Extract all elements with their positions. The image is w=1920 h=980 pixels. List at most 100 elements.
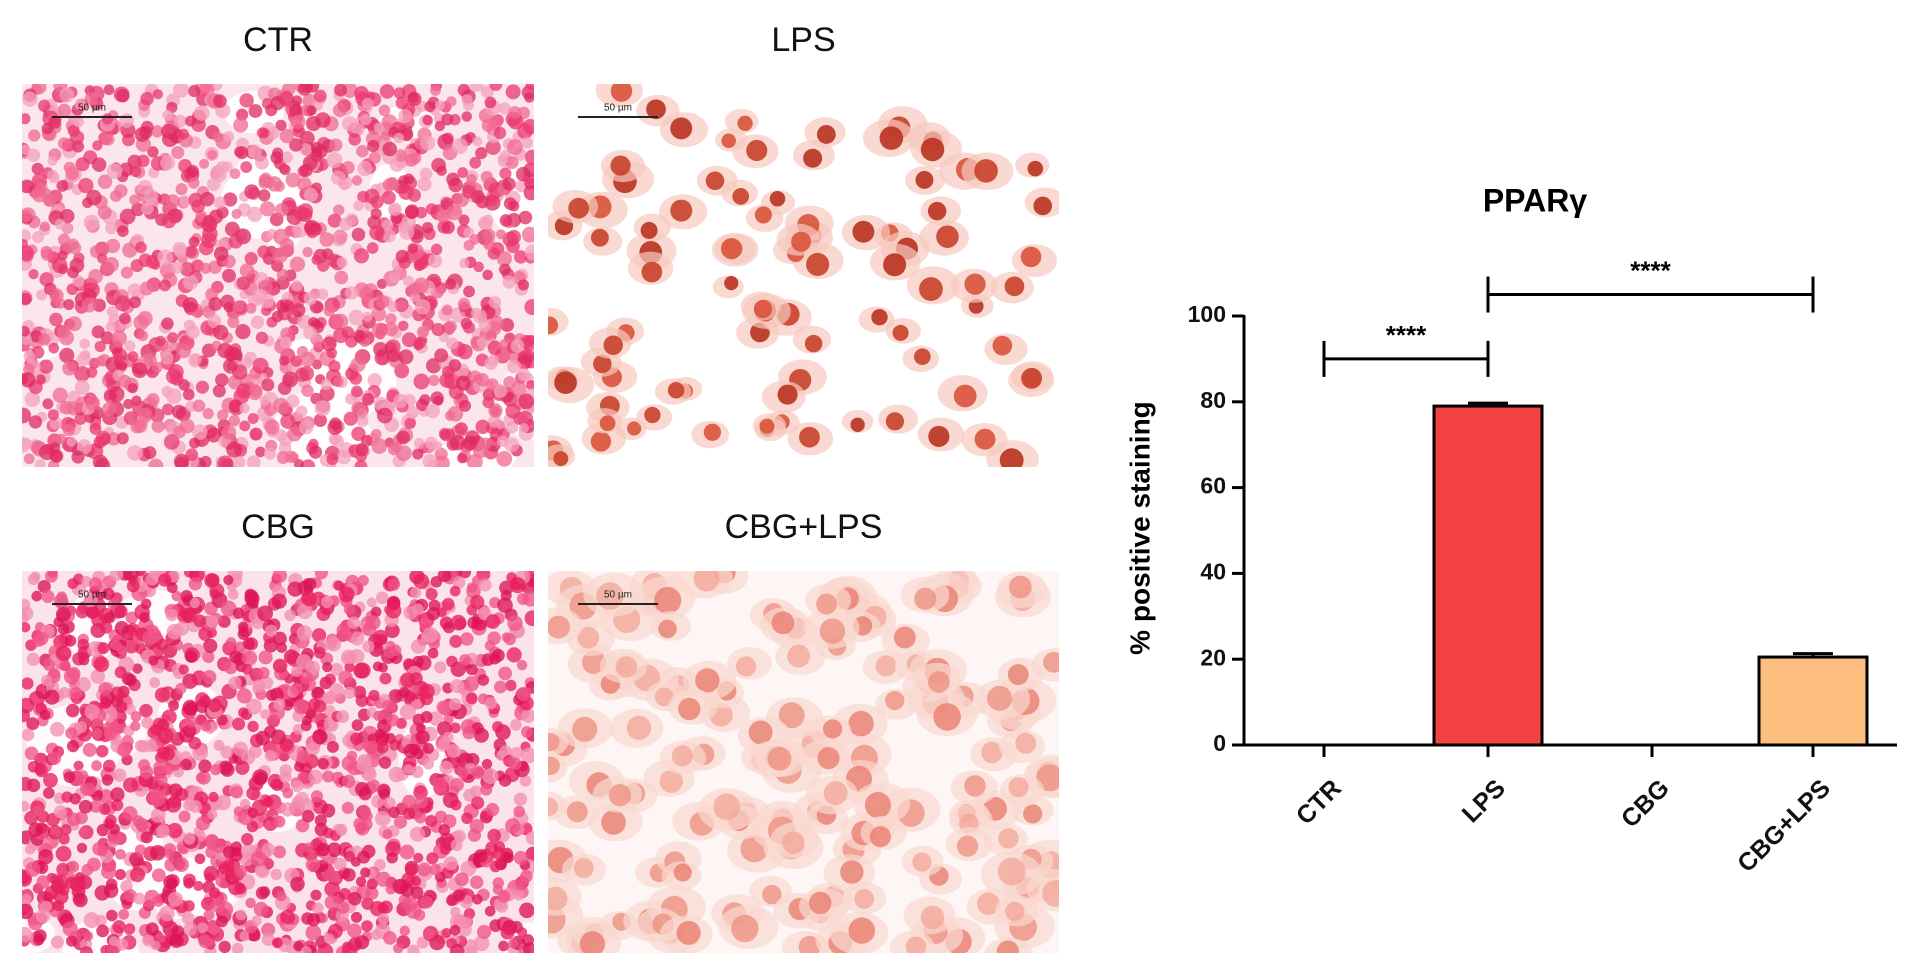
cell <box>1021 367 1043 389</box>
cell <box>871 309 888 326</box>
cell <box>48 825 63 840</box>
cell <box>389 644 402 657</box>
cell <box>292 221 308 238</box>
cell <box>864 792 892 819</box>
cell <box>141 716 154 729</box>
cell <box>502 177 516 191</box>
cell <box>116 225 129 237</box>
cell <box>265 624 278 637</box>
cell <box>129 194 141 206</box>
cell <box>333 204 345 216</box>
cell <box>207 698 222 713</box>
cell <box>165 388 182 405</box>
cell <box>296 625 313 641</box>
cell <box>217 455 234 467</box>
cell <box>22 903 34 920</box>
cell <box>122 571 139 582</box>
cell <box>446 894 458 907</box>
cell <box>713 793 741 821</box>
cell <box>996 940 1020 953</box>
cell <box>90 669 106 684</box>
cell <box>421 222 434 234</box>
cell <box>212 131 224 143</box>
cell <box>422 114 433 126</box>
cell <box>35 289 48 301</box>
cell <box>393 815 408 829</box>
cell <box>263 447 276 460</box>
cell <box>26 652 40 666</box>
cell <box>57 103 71 117</box>
cell <box>407 944 420 953</box>
cell <box>379 84 395 99</box>
cell <box>188 736 202 750</box>
cell <box>157 728 174 744</box>
cell <box>369 224 385 241</box>
cell <box>319 232 335 247</box>
cell <box>366 878 378 890</box>
cell <box>79 946 94 953</box>
cell <box>103 726 118 741</box>
cell <box>373 629 388 645</box>
cell <box>197 922 208 934</box>
cell <box>548 733 560 752</box>
cell <box>258 174 271 187</box>
cell <box>105 221 118 235</box>
cell <box>312 686 324 699</box>
cell <box>297 603 313 620</box>
cell <box>316 607 331 622</box>
cell <box>385 313 397 325</box>
cell <box>487 414 501 428</box>
cell <box>193 880 204 892</box>
cell <box>252 357 269 374</box>
cell <box>158 573 172 587</box>
cell <box>258 650 273 665</box>
cell <box>171 261 183 274</box>
cell <box>37 579 51 594</box>
cell <box>659 769 683 793</box>
cell <box>245 897 256 909</box>
cell <box>446 744 461 759</box>
x-tick-label: CBG <box>1616 774 1675 833</box>
cell <box>610 84 633 102</box>
cell <box>183 921 198 936</box>
cell <box>373 122 385 133</box>
cell <box>184 701 198 716</box>
cell <box>384 623 400 639</box>
cell <box>178 128 190 140</box>
cell <box>461 812 473 825</box>
cell <box>388 271 401 284</box>
cell <box>185 245 197 258</box>
cell <box>227 589 239 600</box>
cell <box>305 857 321 873</box>
cell <box>76 677 91 692</box>
cell <box>191 199 205 214</box>
cell <box>500 590 512 602</box>
cell <box>577 626 600 649</box>
cell <box>997 857 1026 886</box>
cell <box>548 886 568 911</box>
cell <box>126 579 140 593</box>
cell <box>42 658 56 672</box>
cell <box>413 373 430 390</box>
cell <box>35 631 49 646</box>
cell <box>122 806 138 822</box>
cell <box>95 356 106 367</box>
cell <box>230 785 244 799</box>
cell <box>378 756 392 769</box>
cell <box>106 944 120 953</box>
cell <box>360 113 372 126</box>
cell <box>459 258 470 269</box>
cell <box>94 914 107 927</box>
cell <box>482 396 495 409</box>
cell <box>310 790 324 803</box>
cell <box>485 802 500 817</box>
cell <box>186 164 199 178</box>
cell <box>171 590 182 602</box>
cell <box>22 245 34 261</box>
cell <box>75 605 89 619</box>
cell <box>892 324 909 341</box>
cell <box>427 253 443 268</box>
cell <box>489 84 503 92</box>
cell <box>137 180 153 196</box>
cell <box>383 931 397 945</box>
